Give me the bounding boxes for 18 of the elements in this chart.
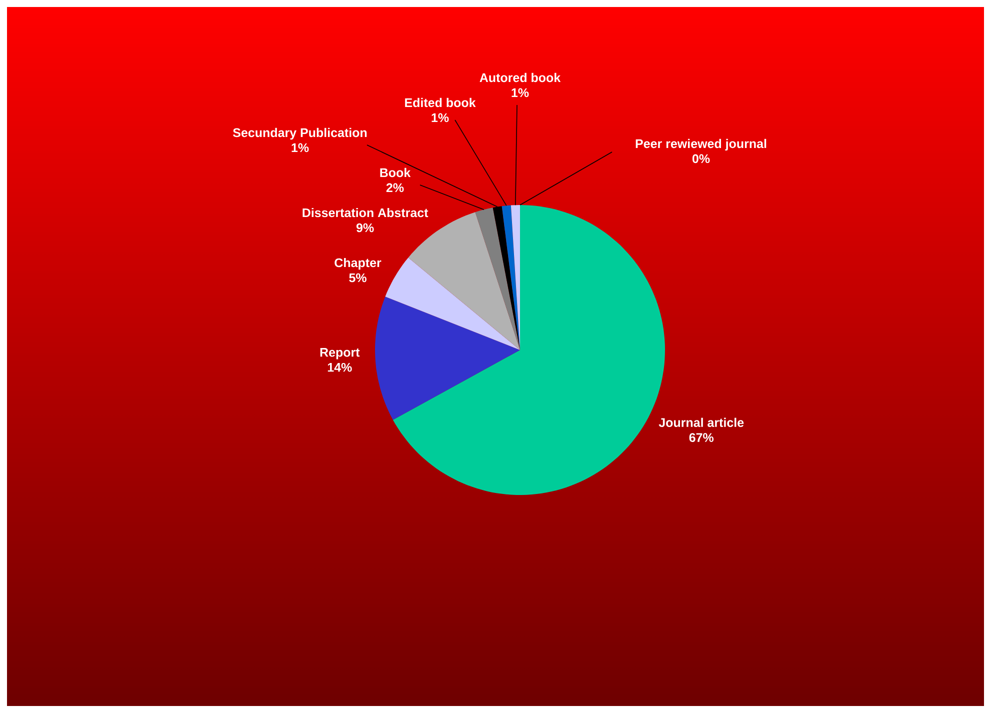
text: 0% <box>692 154 710 164</box>
data-label: 67% <box>689 433 714 442</box>
data-label: 1% <box>512 88 529 98</box>
slice-label: Edited book <box>405 98 476 108</box>
slice-label: Journal article <box>658 418 744 427</box>
data-label: 9% <box>356 223 374 232</box>
data-label: 1% <box>432 113 449 122</box>
slice-label: Autored book <box>480 72 561 82</box>
slice-label: Book <box>380 168 411 178</box>
slice-label: Secundary Publication <box>232 128 367 140</box>
data-label: 14% <box>328 362 352 372</box>
category-label: Peer rewiewed journal <box>636 138 766 151</box>
data-label: 5% <box>349 273 366 282</box>
slice-label: Chapter <box>334 258 382 270</box>
data-label: 1% <box>292 143 309 152</box>
slice-label: Dissertation Abstract <box>302 208 428 218</box>
slice-label: Report <box>320 348 360 360</box>
data-label: 2% <box>386 183 404 192</box>
